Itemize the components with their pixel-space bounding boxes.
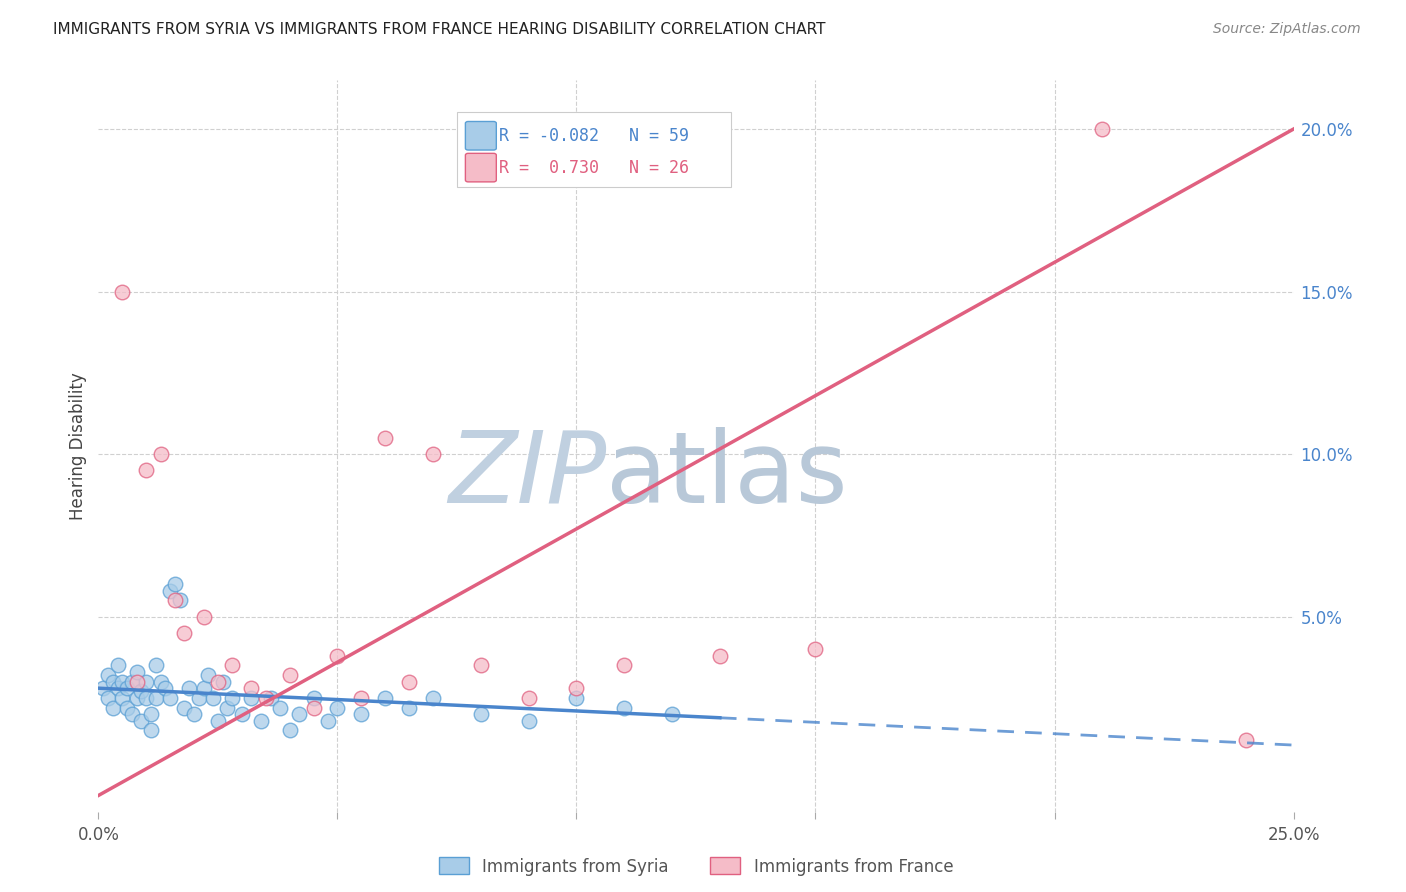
Point bbox=[111, 690, 134, 705]
Point bbox=[398, 674, 420, 689]
Point bbox=[250, 714, 273, 728]
Point bbox=[316, 714, 339, 728]
Point bbox=[202, 690, 225, 705]
Point bbox=[97, 690, 120, 705]
Point bbox=[661, 707, 683, 722]
Point bbox=[111, 674, 134, 689]
Point bbox=[613, 700, 636, 714]
Point bbox=[374, 431, 396, 445]
Point bbox=[107, 681, 129, 696]
Text: Source: ZipAtlas.com: Source: ZipAtlas.com bbox=[1213, 22, 1361, 37]
Point bbox=[121, 674, 143, 689]
Point bbox=[131, 684, 153, 698]
Point bbox=[221, 658, 243, 673]
Point bbox=[254, 690, 277, 705]
Point bbox=[101, 700, 124, 714]
Point bbox=[145, 690, 167, 705]
Point bbox=[145, 658, 167, 673]
Point bbox=[111, 285, 134, 299]
Point bbox=[183, 707, 205, 722]
Point bbox=[173, 700, 195, 714]
Point bbox=[149, 447, 172, 461]
Point bbox=[350, 707, 373, 722]
Point bbox=[159, 583, 181, 598]
Text: atlas: atlas bbox=[606, 426, 848, 524]
Point bbox=[217, 700, 239, 714]
Point bbox=[221, 690, 243, 705]
Point bbox=[326, 700, 349, 714]
Point bbox=[470, 658, 492, 673]
Point bbox=[115, 681, 138, 696]
Point bbox=[398, 700, 420, 714]
Point bbox=[159, 690, 181, 705]
Text: R =  0.730   N = 26: R = 0.730 N = 26 bbox=[499, 159, 689, 177]
Point bbox=[804, 642, 827, 657]
Point bbox=[125, 674, 148, 689]
Point bbox=[107, 658, 129, 673]
Point bbox=[240, 681, 263, 696]
Point bbox=[211, 674, 233, 689]
Point bbox=[179, 681, 201, 696]
Point bbox=[302, 690, 325, 705]
Point bbox=[231, 707, 253, 722]
Point bbox=[326, 648, 349, 663]
Point bbox=[565, 690, 588, 705]
Point bbox=[155, 681, 177, 696]
Point bbox=[207, 714, 229, 728]
Point bbox=[139, 707, 162, 722]
Point bbox=[125, 690, 148, 705]
Point bbox=[259, 690, 281, 705]
Point bbox=[149, 674, 172, 689]
Point bbox=[163, 577, 186, 591]
Point bbox=[422, 447, 444, 461]
Point bbox=[517, 690, 540, 705]
Point bbox=[135, 463, 157, 477]
Point bbox=[135, 674, 157, 689]
Point bbox=[115, 700, 138, 714]
Point bbox=[278, 668, 301, 682]
Point bbox=[101, 674, 124, 689]
Point bbox=[187, 690, 209, 705]
Point bbox=[422, 690, 444, 705]
Point bbox=[269, 700, 291, 714]
Point bbox=[193, 681, 215, 696]
Point bbox=[169, 593, 191, 607]
Point bbox=[1091, 122, 1114, 136]
Point bbox=[470, 707, 492, 722]
Point bbox=[240, 690, 263, 705]
Point bbox=[121, 707, 143, 722]
Point bbox=[1234, 733, 1257, 747]
Point bbox=[302, 700, 325, 714]
Point bbox=[350, 690, 373, 705]
Point bbox=[197, 668, 219, 682]
Point bbox=[125, 665, 148, 679]
Legend: Immigrants from Syria, Immigrants from France: Immigrants from Syria, Immigrants from F… bbox=[430, 849, 962, 884]
Text: R = -0.082   N = 59: R = -0.082 N = 59 bbox=[499, 127, 689, 145]
Point bbox=[135, 690, 157, 705]
Point bbox=[163, 593, 186, 607]
Point bbox=[173, 626, 195, 640]
Point bbox=[709, 648, 731, 663]
Text: ZIP: ZIP bbox=[449, 426, 606, 524]
Point bbox=[565, 681, 588, 696]
Y-axis label: Hearing Disability: Hearing Disability bbox=[69, 372, 87, 520]
Point bbox=[374, 690, 396, 705]
Point bbox=[207, 674, 229, 689]
Point bbox=[131, 714, 153, 728]
Point bbox=[613, 658, 636, 673]
Point bbox=[193, 609, 215, 624]
Point bbox=[517, 714, 540, 728]
Point bbox=[139, 723, 162, 738]
Text: IMMIGRANTS FROM SYRIA VS IMMIGRANTS FROM FRANCE HEARING DISABILITY CORRELATION C: IMMIGRANTS FROM SYRIA VS IMMIGRANTS FROM… bbox=[53, 22, 825, 37]
Point bbox=[91, 681, 114, 696]
Point bbox=[97, 668, 120, 682]
Point bbox=[288, 707, 311, 722]
Point bbox=[278, 723, 301, 738]
